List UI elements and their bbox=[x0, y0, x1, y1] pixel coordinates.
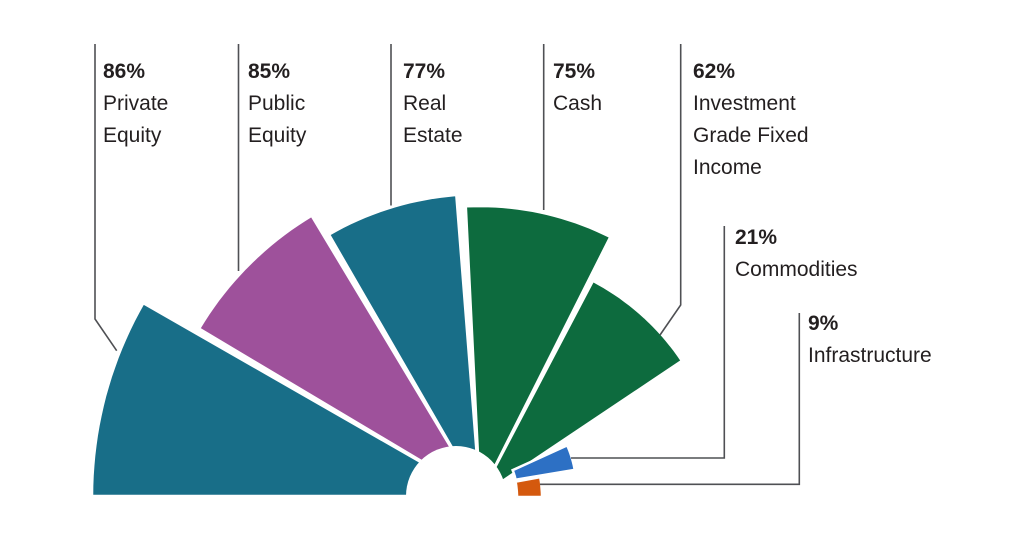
label-text-line: Equity bbox=[103, 124, 162, 147]
callout-line-investment-grade-fixed-income bbox=[659, 44, 682, 336]
label-text-line: Income bbox=[693, 156, 762, 179]
label-pct-private-equity: 86% bbox=[103, 60, 146, 83]
label-pct-public-equity: 85% bbox=[248, 60, 291, 83]
wedge-commodities bbox=[510, 443, 577, 482]
label-text-line: Cash bbox=[553, 92, 603, 115]
label-public-equity: 85% Public Equity bbox=[248, 56, 306, 152]
label-pct-real-estate: 77% bbox=[403, 60, 446, 83]
center-hub-disc bbox=[406, 446, 506, 546]
callout-line-infrastructure bbox=[540, 313, 801, 486]
label-text-line: Public bbox=[248, 92, 306, 115]
label-pct-infrastructure: 9% bbox=[808, 312, 839, 335]
label-pct-investment-grade-fixed-income: 62% bbox=[693, 60, 736, 83]
label-text-line: Grade Fixed bbox=[693, 124, 809, 147]
label-cash: 75% Cash bbox=[553, 56, 602, 120]
label-real-estate: 77% Real Estate bbox=[403, 56, 463, 152]
callout-line-group bbox=[94, 44, 801, 486]
label-private-equity: 86% Private Equity bbox=[103, 56, 168, 152]
wedge-private-equity bbox=[90, 301, 485, 498]
callout-line-private-equity bbox=[94, 44, 118, 352]
wedge-real-estate bbox=[327, 193, 482, 497]
label-pct-cash: 75% bbox=[553, 60, 596, 83]
wedge-infrastructure bbox=[514, 475, 544, 499]
label-investment-grade-fixed-income: 62% Investment Grade Fixed Income bbox=[693, 56, 809, 184]
label-text-line: Investment bbox=[693, 92, 796, 115]
label-text-line: Real bbox=[403, 92, 447, 115]
label-pct-commodities: 21% bbox=[735, 226, 778, 249]
label-text-line: Private bbox=[103, 92, 169, 115]
wedge-cash bbox=[464, 204, 612, 501]
callout-line-commodities bbox=[571, 226, 726, 459]
wedge-investment-grade-fixed-income bbox=[478, 279, 684, 498]
label-text-line: Commodities bbox=[735, 258, 858, 281]
wedge-public-equity bbox=[197, 213, 482, 498]
label-commodities: 21% Commodities bbox=[735, 222, 858, 286]
label-infrastructure: 9% Infrastructure bbox=[808, 308, 932, 372]
label-text-line: Infrastructure bbox=[808, 344, 932, 367]
label-text-line: Estate bbox=[403, 124, 463, 147]
label-text-line: Equity bbox=[248, 124, 307, 147]
wedge-group bbox=[90, 193, 684, 501]
